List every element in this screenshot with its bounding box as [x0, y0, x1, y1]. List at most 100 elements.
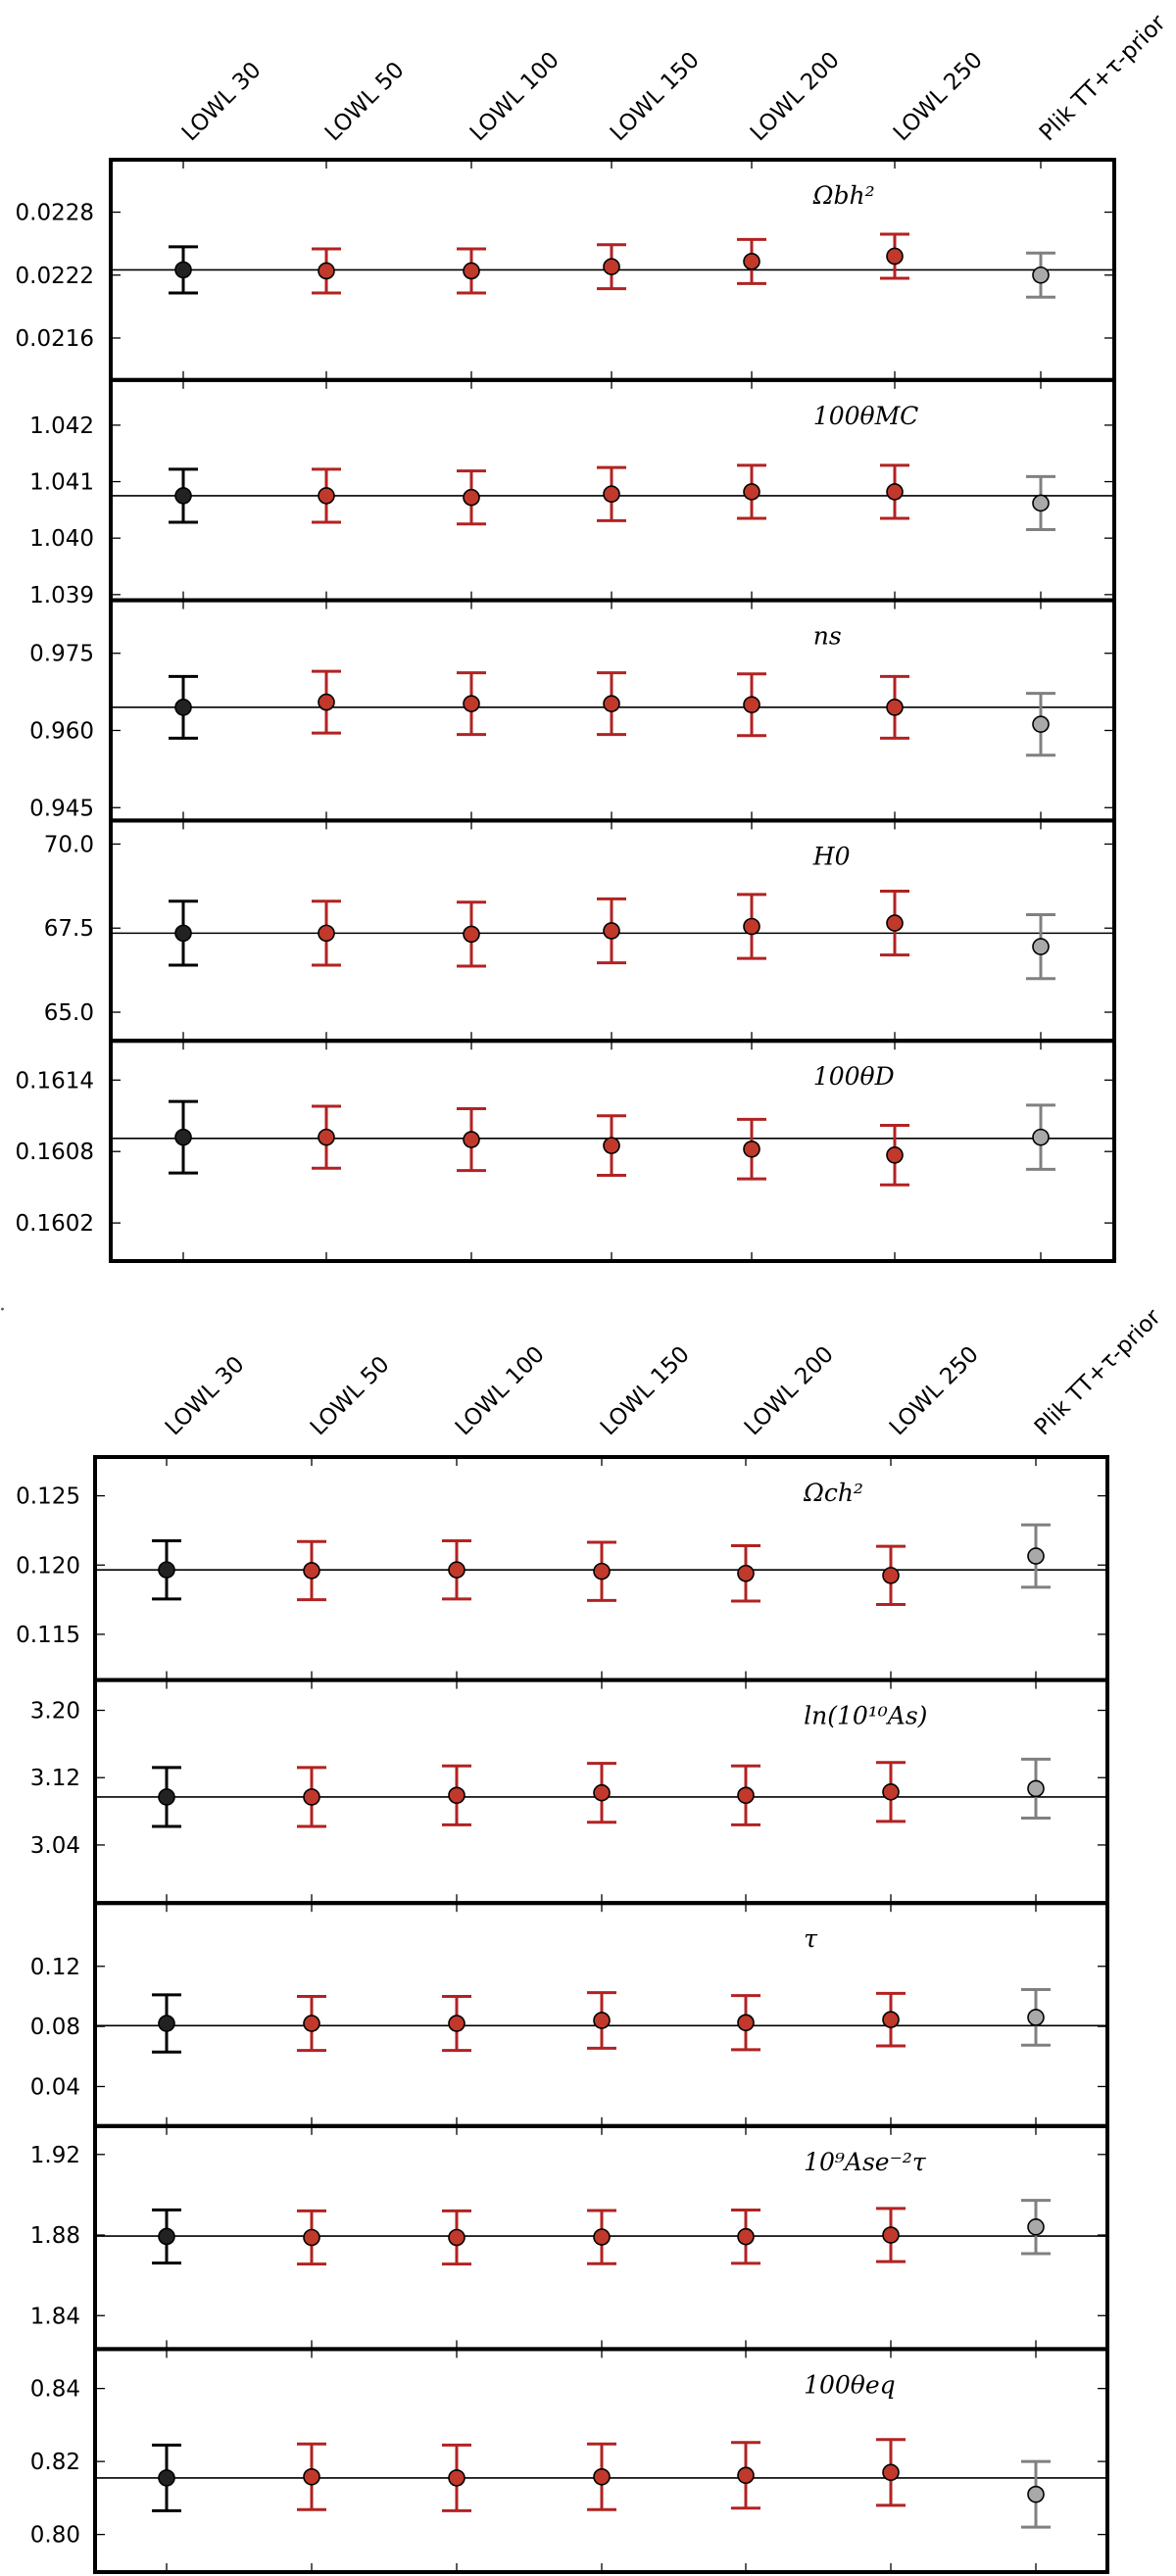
y-tick-label: 0.1614	[16, 1068, 94, 1094]
panel: 3.20 3.12 3.04 ln(10¹⁰As)	[30, 1677, 1109, 1906]
y-tick-label: 67.5	[44, 916, 94, 942]
panel-border	[109, 1039, 1116, 1263]
category-label: Plik TT+τ-prior	[1035, 10, 1171, 146]
data-point	[318, 262, 335, 280]
data-point	[1027, 1547, 1045, 1565]
y-tick-label: 3.12	[30, 1766, 80, 1791]
y-tick-label: 0.80	[30, 2523, 80, 2549]
parameter-label: 10⁹Ase⁻²τ	[804, 2148, 927, 2176]
data-point	[743, 253, 760, 270]
data-point	[603, 922, 620, 940]
data-point	[737, 2466, 755, 2485]
data-point	[1027, 2485, 1045, 2503]
panel: 0.12 0.08 0.04 τ	[30, 1901, 1109, 2128]
parameter-label: ns	[813, 622, 842, 651]
parameter-label: 100θeq	[804, 2370, 896, 2399]
data-point	[882, 2226, 900, 2244]
data-point	[1032, 494, 1050, 512]
data-point	[463, 262, 480, 280]
category-label: LOWL 250	[885, 1341, 984, 1440]
y-tick-label: 0.120	[16, 1553, 80, 1579]
data-point	[886, 699, 904, 716]
y-tick-label: 0.1608	[16, 1140, 94, 1165]
y-tick-label: 1.040	[29, 526, 94, 552]
chart-bottom: LOWL 30 LOWL 50 LOWL 100 LOWL 150 LOWL 200 LO…	[16, 1304, 1166, 2574]
y-tick-label: 0.0222	[16, 264, 94, 289]
panel: 1.92 1.88 1.84 10⁹Ase⁻²τ	[30, 2123, 1109, 2352]
data-point	[603, 485, 620, 504]
data-point	[737, 2227, 755, 2246]
data-point	[448, 2469, 466, 2487]
y-tick-label: 0.0228	[16, 201, 94, 226]
y-tick-label: 1.92	[30, 2143, 80, 2168]
y-tick-label: 70.0	[44, 832, 94, 857]
data-point	[174, 1128, 192, 1146]
y-tick-label: 3.20	[30, 1699, 80, 1725]
data-point	[158, 2227, 175, 2246]
parameter-label: τ	[804, 1924, 818, 1953]
data-point	[886, 914, 904, 932]
data-point	[737, 1786, 755, 1805]
data-point	[158, 2469, 175, 2487]
data-point	[174, 699, 192, 716]
parameter-label: ln(10¹⁰As)	[804, 1702, 927, 1730]
category-label: LOWL 50	[306, 1352, 395, 1441]
data-point	[448, 2228, 466, 2247]
data-point	[1032, 715, 1050, 733]
panel: 1.042 1.041 1.040 1.039 100θMC	[29, 377, 1116, 608]
data-point	[882, 2463, 900, 2482]
stray-dot	[1, 1307, 4, 1311]
y-tick-label: 0.82	[30, 2450, 80, 2475]
panel: 0.84 0.82 0.80 100θeq	[30, 2347, 1109, 2574]
y-tick-label: 0.12	[30, 1955, 80, 1980]
data-point	[886, 1146, 904, 1164]
category-label: LOWL 150	[596, 1341, 695, 1440]
data-point	[593, 1562, 611, 1580]
category-label: LOWL 200	[740, 1341, 839, 1440]
y-tick-label: 3.04	[30, 1833, 80, 1859]
data-point	[593, 2228, 611, 2246]
category-label: LOWL 30	[161, 1352, 250, 1441]
y-tick-label: 1.039	[29, 583, 94, 608]
panel-border	[93, 2347, 1109, 2574]
parameter-label: Ωch²	[803, 1479, 863, 1507]
category-label: LOWL 30	[177, 58, 267, 147]
category-label: LOWL 100	[466, 47, 564, 146]
data-point	[743, 483, 760, 501]
data-point	[158, 1561, 175, 1580]
parameter-label: Ωbh²	[812, 181, 875, 210]
data-point	[603, 258, 620, 275]
data-point	[158, 2015, 175, 2032]
y-tick-label: 0.0216	[16, 326, 94, 352]
data-point	[743, 917, 760, 936]
data-point	[1027, 2218, 1045, 2236]
data-point	[1032, 266, 1050, 284]
data-point	[886, 247, 904, 266]
category-label: LOWL 200	[746, 47, 845, 146]
data-point	[603, 695, 620, 712]
data-point	[882, 2011, 900, 2029]
data-point	[886, 483, 904, 501]
data-point	[303, 2228, 320, 2247]
category-label: LOWL 150	[606, 47, 705, 146]
data-point	[463, 488, 480, 507]
data-point	[463, 1131, 480, 1148]
data-point	[174, 487, 192, 505]
data-point	[1027, 2009, 1045, 2026]
y-tick-label: 65.0	[44, 1000, 94, 1026]
data-point	[303, 2467, 320, 2486]
data-point	[1032, 938, 1050, 955]
data-point	[603, 1137, 620, 1154]
data-point	[448, 1786, 466, 1805]
y-tick-label: 0.1602	[16, 1211, 94, 1237]
y-tick-label: 1.041	[29, 470, 94, 496]
y-tick-label: 0.84	[30, 2377, 80, 2403]
panel: 0.125 0.120 0.115 Ωch²	[16, 1455, 1109, 1682]
y-tick-label: 0.115	[16, 1623, 80, 1648]
data-point	[463, 925, 480, 944]
data-point	[318, 487, 335, 505]
y-tick-label: 0.975	[29, 642, 94, 667]
data-point	[743, 696, 760, 714]
parameter-label: H0	[812, 842, 851, 870]
data-point	[318, 693, 335, 711]
